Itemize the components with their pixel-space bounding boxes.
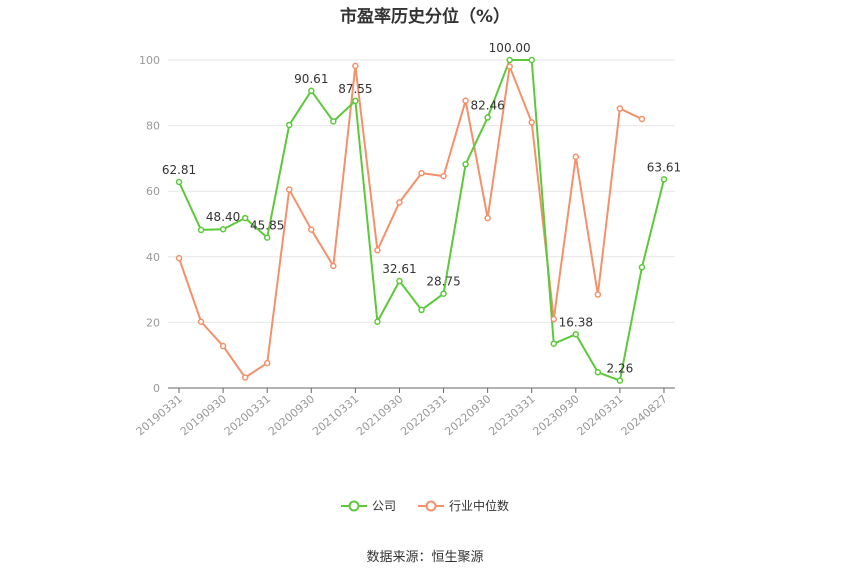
data-point-industry[interactable] [616,105,624,112]
data-point-industry[interactable] [528,119,535,126]
x-tick-label: 20230331 [486,392,537,438]
x-tick-label: 20240827 [619,392,670,438]
data-point-industry[interactable] [219,342,227,350]
x-tick-label: 20210930 [354,392,405,438]
data-point-industry[interactable] [241,374,249,381]
data-point-industry[interactable] [484,214,491,222]
data-point-company[interactable] [263,234,271,241]
x-tick-label: 20200331 [222,392,273,438]
legend-industry-label: 行业中位数 [449,499,510,513]
data-point-industry[interactable] [352,62,359,70]
x-tick-label: 20220331 [398,392,449,438]
data-point-company[interactable] [462,161,469,168]
data-point-company[interactable] [418,306,425,314]
data-point-industry[interactable] [175,254,183,262]
data-point-industry[interactable] [462,97,469,104]
data-point-industry[interactable] [285,186,293,193]
data-point-industry[interactable] [572,153,580,161]
data-label: 32.61 [382,262,416,276]
data-point-company[interactable] [219,225,227,233]
data-label: 2.26 [607,362,634,376]
data-point-company[interactable] [506,56,513,64]
data-point-company[interactable] [660,176,668,183]
data-point-company[interactable] [594,369,602,376]
data-label: 82.46 [470,99,504,113]
data-labels: 62.81 48.40 45.85 90.61 87.55 32.61 28.75 82.46… [162,41,681,376]
legend-industry-marker-icon [418,500,444,511]
data-point-company[interactable] [308,87,315,95]
data-label: 28.75 [426,275,460,289]
y-tick-label: 20 [146,316,160,329]
x-tick-label: 20240331 [575,392,626,438]
series-line-industry [178,64,643,379]
data-label: 90.61 [294,72,328,86]
x-tick-label: 20190331 [134,392,185,438]
data-point-company[interactable] [285,121,293,129]
data-point-company[interactable] [638,264,646,271]
legend: 公司 行业中位数 [0,497,850,514]
data-point-company[interactable] [550,340,558,347]
data-label: 63.61 [647,160,681,174]
data-label: 100.00 [489,41,531,55]
data-point-company[interactable] [374,318,381,325]
series-points [175,56,668,384]
y-axis-ticks: 0 20 40 60 80 100 [139,54,160,395]
data-point-company[interactable] [528,56,535,64]
legend-company-label: 公司 [371,499,396,513]
data-point-company[interactable] [484,114,491,121]
data-point-industry[interactable] [330,262,337,270]
data-point-industry[interactable] [308,226,315,233]
data-point-industry[interactable] [374,246,381,254]
y-tick-label: 40 [146,251,160,264]
data-point-industry[interactable] [550,315,558,323]
x-tick-label: 20190930 [178,392,229,438]
data-point-industry[interactable] [594,291,602,298]
data-point-company[interactable] [197,226,205,234]
gridlines [168,59,675,323]
data-point-industry[interactable] [506,63,513,70]
legend-item-company[interactable]: 公司 [340,497,396,514]
x-tick-label: 20220930 [442,392,493,438]
data-point-company[interactable] [352,97,359,105]
data-point-industry[interactable] [638,115,646,123]
data-point-industry[interactable] [197,318,205,325]
data-label: 45.85 [250,219,284,233]
data-label: 16.38 [559,315,593,329]
data-source: 数据来源：恒生聚源 [366,550,484,565]
x-axis: 2019033120190930202003312020093020210331… [134,387,675,438]
x-tick-label: 20210331 [310,392,361,438]
chart-title: 市盈率历史分位（%） [339,7,511,27]
data-point-industry[interactable] [263,359,271,367]
data-label: 62.81 [162,163,196,177]
legend-company-marker-icon [340,500,367,511]
data-point-company[interactable] [330,118,337,125]
data-label: 48.40 [206,210,240,224]
data-point-company[interactable] [616,377,624,384]
y-tick-label: 0 [153,382,160,395]
data-point-industry[interactable] [396,199,403,206]
data-point-company[interactable] [241,214,249,222]
data-point-industry[interactable] [418,169,425,177]
data-label: 87.55 [338,82,372,96]
y-tick-label: 60 [146,185,160,198]
x-tick-label: 20200930 [266,392,317,438]
y-tick-label: 80 [146,120,160,133]
y-tick-label: 100 [139,54,160,67]
data-point-company[interactable] [440,290,447,297]
data-point-company[interactable] [396,277,403,285]
data-point-industry[interactable] [440,172,447,180]
legend-item-industry[interactable]: 行业中位数 [418,497,509,514]
data-point-company[interactable] [572,331,580,338]
x-tick-label: 20230930 [530,392,581,438]
data-point-company[interactable] [175,178,183,186]
